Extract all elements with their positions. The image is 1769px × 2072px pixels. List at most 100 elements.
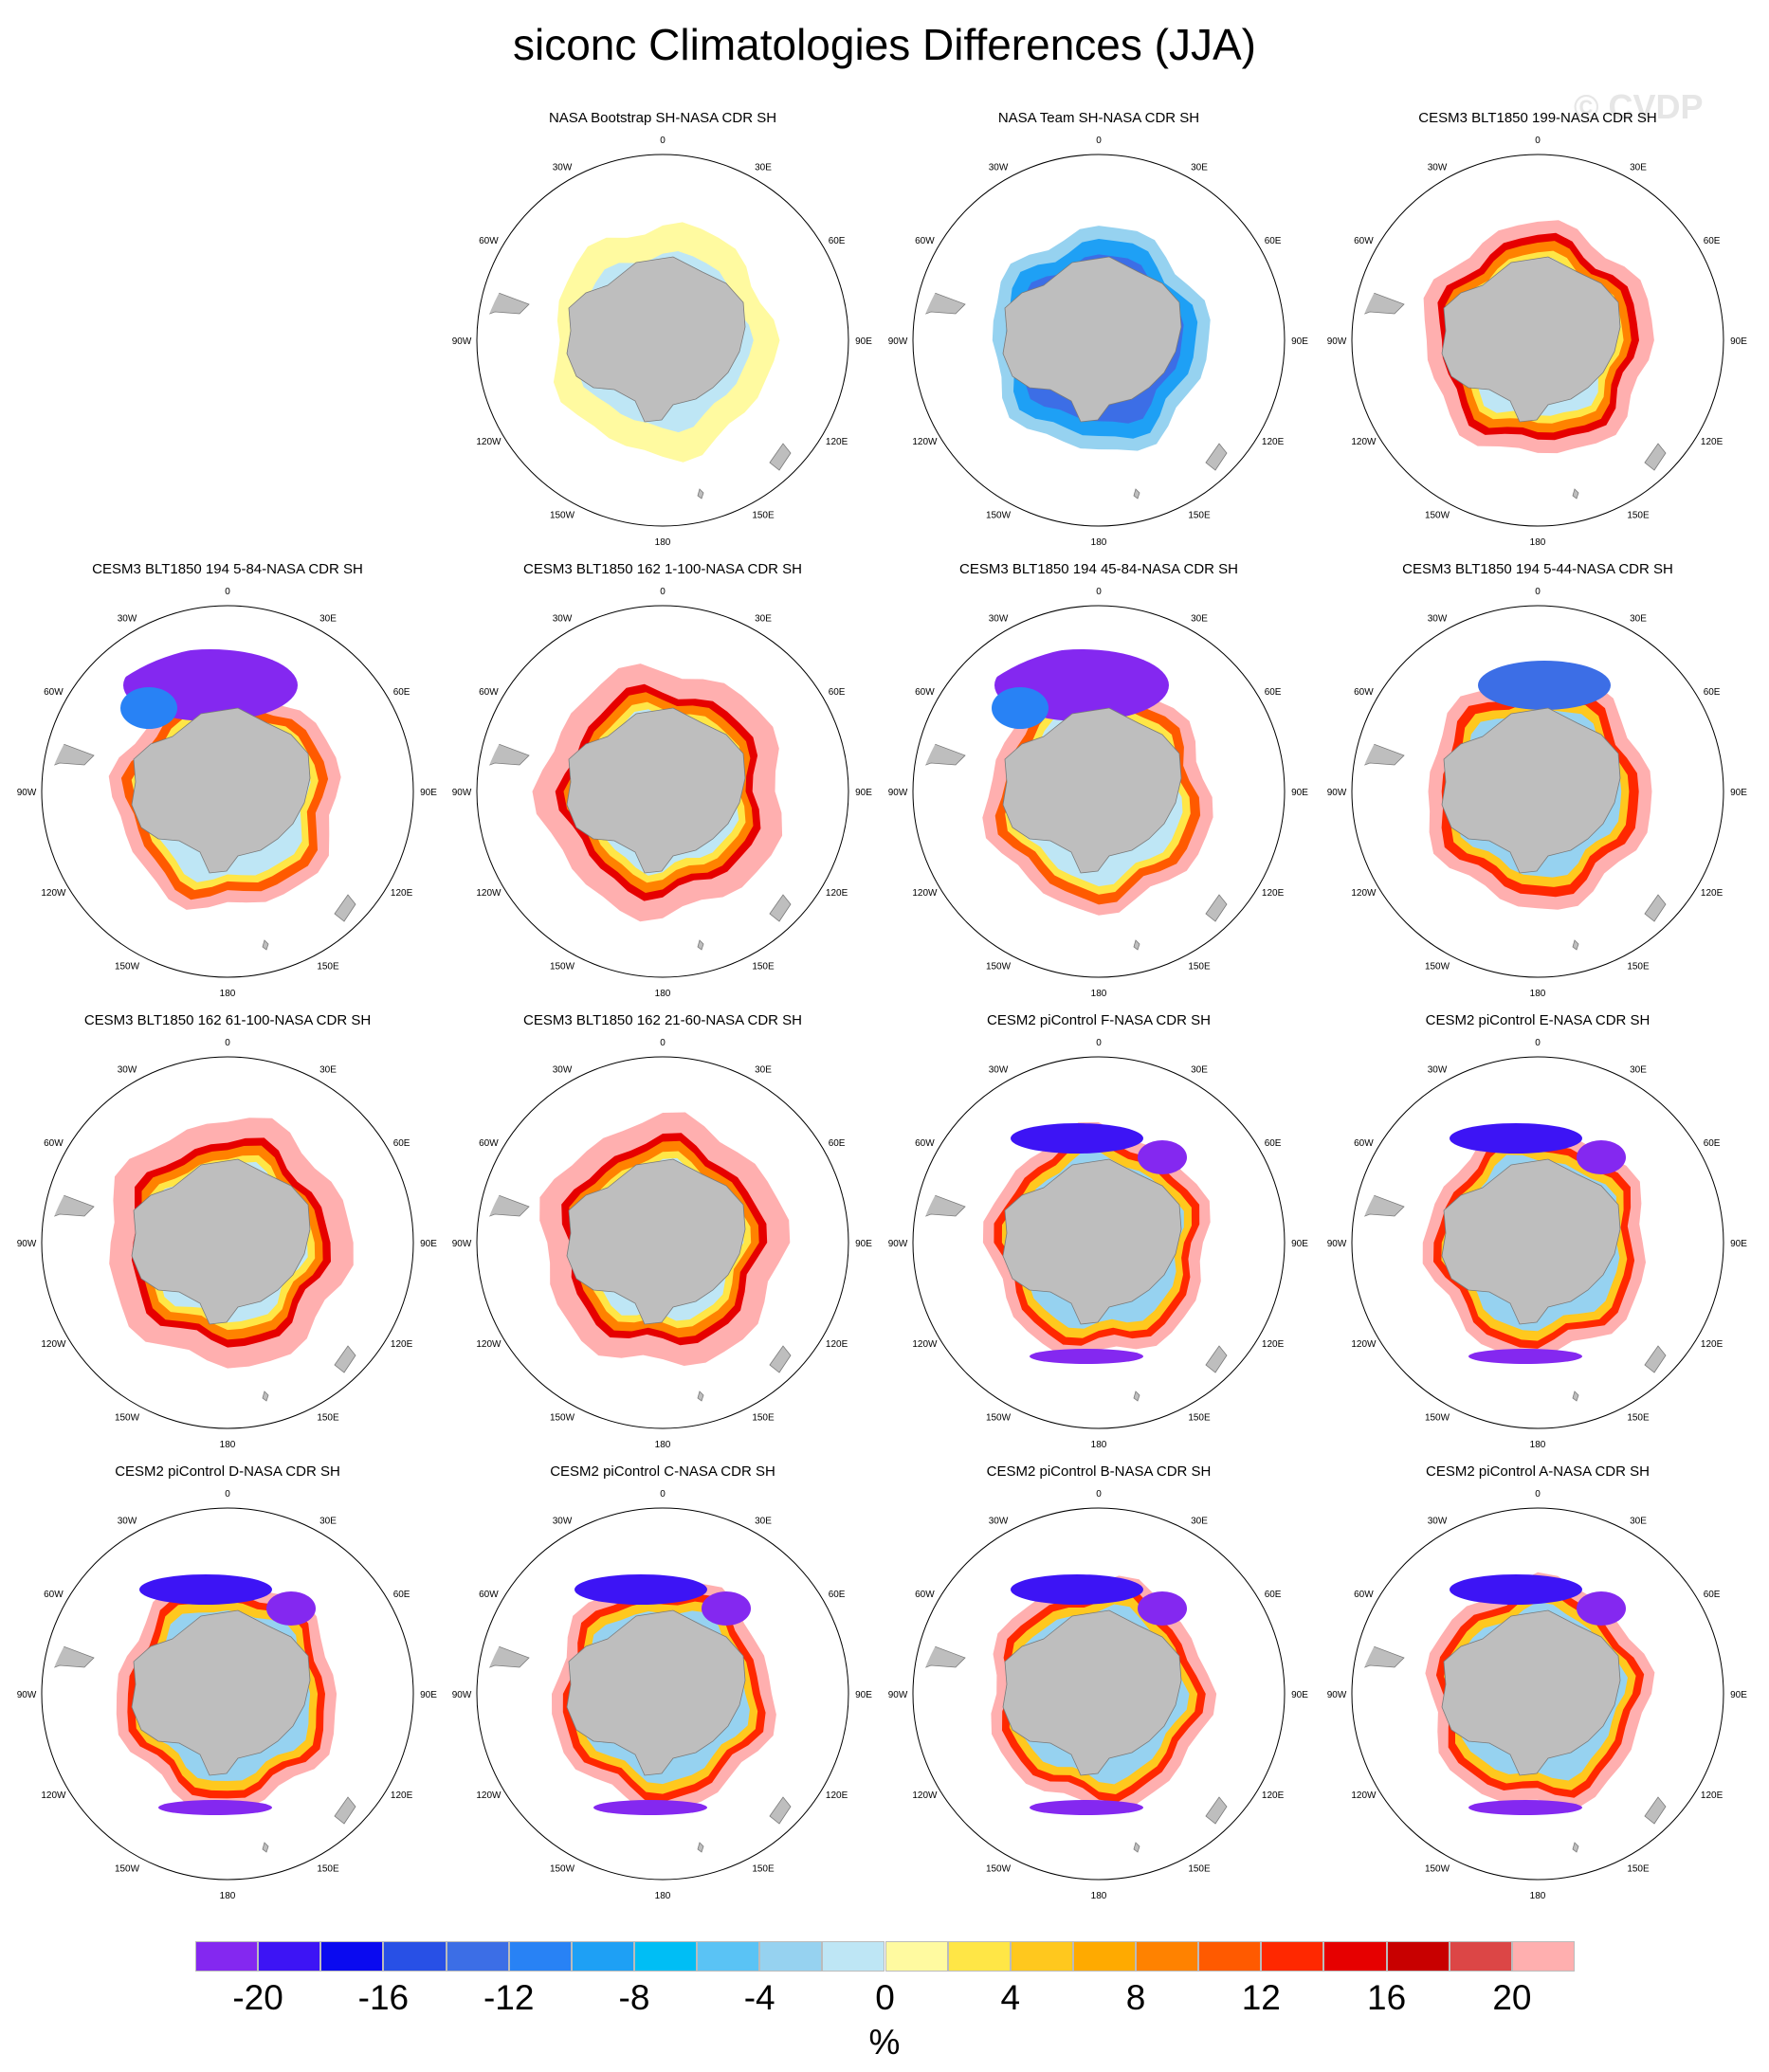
tasmania-landmass — [262, 939, 269, 951]
longitude-label: 60E — [829, 1138, 846, 1149]
map-panel: CESM3 BLT1850 162 1-100-NASA CDR SH 0 30E 6… — [442, 561, 884, 1007]
colorbar-units: % — [868, 2023, 901, 2062]
map-panel: CESM2 piControl E-NASA CDR SH 0 30E 60E 90E 1… — [1317, 1012, 1759, 1458]
longitude-label: 180 — [655, 1891, 671, 1901]
map-boundary-circle — [41, 1056, 414, 1429]
longitude-label: 0 — [1096, 1489, 1102, 1499]
longitude-label: 30E — [1191, 1064, 1208, 1075]
antarctica-landmass — [131, 1158, 311, 1325]
ice-difference-negative-patch — [266, 1591, 316, 1626]
longitude-label: 90E — [855, 1690, 872, 1700]
longitude-label: 60W — [915, 687, 935, 698]
longitude-label: 30E — [319, 613, 337, 624]
longitude-label: 120E — [1262, 437, 1285, 447]
south-america-landmass — [477, 1194, 530, 1221]
colorbar-swatch — [759, 1941, 823, 1972]
longitude-label: 90E — [1730, 1690, 1747, 1700]
longitude-label: 90E — [1291, 1239, 1308, 1249]
longitude-label: 180 — [655, 1440, 671, 1450]
longitude-label: 30E — [755, 162, 772, 173]
longitude-label: 150W — [986, 962, 1012, 972]
ice-difference-negative-patch — [1450, 1574, 1582, 1605]
longitude-label: 0 — [225, 587, 230, 597]
longitude-label: 150E — [1627, 1864, 1650, 1875]
longitude-label: 60W — [1354, 236, 1374, 246]
new-zealand-landmass — [334, 1345, 356, 1373]
panel-title: CESM3 BLT1850 162 21-60-NASA CDR SH — [522, 1012, 803, 1028]
figure-title: siconc Climatologies Differences (JJA) — [513, 20, 1256, 69]
tasmania-landmass — [1133, 1390, 1140, 1402]
south-america-landmass — [477, 743, 530, 770]
longitude-label: 30W — [553, 162, 573, 173]
south-america-landmass — [1352, 743, 1405, 770]
longitude-label: 180 — [655, 989, 671, 999]
longitude-label: 0 — [1096, 587, 1102, 597]
longitude-label: 30E — [1630, 162, 1647, 173]
longitude-label: 180 — [1091, 537, 1107, 548]
longitude-label: 90W — [452, 788, 472, 798]
longitude-label: 120E — [1701, 437, 1723, 447]
south-america-landmass — [913, 1645, 966, 1672]
longitude-label: 90W — [452, 1690, 472, 1700]
colorbar-swatch — [1010, 1941, 1073, 1972]
longitude-label: 30W — [989, 1516, 1009, 1526]
longitude-label: 30W — [989, 162, 1009, 173]
polar-map: 0 30E 60E 90E 120E 150E 180 150W 120W 90W 60W 30W — [888, 587, 1309, 999]
polar-map: 0 30E 60E 90E 120E 150E 180 150W 120W 90W 60W 30W — [452, 1489, 873, 1901]
colorbar-swatch — [1386, 1941, 1450, 1972]
longitude-label: 90E — [1291, 1690, 1308, 1700]
longitude-label: 90W — [17, 788, 37, 798]
ice-difference-negative-patch — [158, 1800, 272, 1815]
longitude-label: 180 — [1530, 989, 1546, 999]
tasmania-landmass — [1572, 488, 1579, 500]
colorbar-swatch — [258, 1941, 321, 1972]
longitude-label: 60E — [829, 1590, 846, 1600]
colorbar — [195, 1941, 1575, 1975]
longitude-label: 0 — [1096, 1038, 1102, 1048]
colorbar-swatch — [1136, 1941, 1199, 1972]
longitude-label: 60W — [44, 1138, 64, 1149]
south-america-landmass — [1352, 292, 1405, 318]
new-zealand-landmass — [1644, 1345, 1667, 1373]
polar-map: 0 30E 60E 90E 120E 150E 180 150W 120W 90W 60W 30W — [452, 1038, 873, 1450]
longitude-label: 90E — [420, 1239, 437, 1249]
longitude-label: 120E — [1262, 888, 1285, 899]
colorbar-tick-label: -4 — [743, 1978, 775, 2017]
colorbar-tick-label: 4 — [1000, 1978, 1021, 2017]
map-boundary-circle — [1351, 605, 1724, 978]
south-america-landmass — [42, 1645, 95, 1672]
longitude-label: 60E — [1704, 687, 1721, 698]
longitude-label: 120E — [1701, 888, 1723, 899]
longitude-label: 150W — [550, 1413, 575, 1424]
longitude-label: 120W — [476, 1790, 502, 1801]
tasmania-landmass — [1572, 1842, 1579, 1853]
panel-title: NASA Team SH-NASA CDR SH — [997, 110, 1200, 126]
map-boundary-circle — [476, 1056, 849, 1429]
longitude-label: 60W — [479, 687, 499, 698]
longitude-label: 90W — [1327, 1690, 1347, 1700]
ice-difference-negative-patch — [120, 687, 177, 729]
longitude-label: 60E — [1265, 1590, 1282, 1600]
longitude-label: 180 — [1530, 537, 1546, 548]
new-zealand-landmass — [1205, 894, 1228, 922]
longitude-label: 0 — [1535, 587, 1541, 597]
longitude-label: 90E — [855, 1239, 872, 1249]
new-zealand-landmass — [334, 894, 356, 922]
map-boundary-circle — [476, 605, 849, 978]
colorbar-swatch — [1072, 1941, 1137, 1972]
longitude-label: 30W — [1428, 1064, 1448, 1075]
colorbar-swatch — [697, 1941, 760, 1972]
polar-map: 0 30E 60E 90E 120E 150E 180 150W 120W 90W 60W 30W — [888, 1489, 1309, 1901]
polar-map: 0 30E 60E 90E 120E 150E 180 150W 120W 90W 60W 30W — [17, 1038, 438, 1450]
ice-difference-negative-patch — [593, 1800, 707, 1815]
panel-title: CESM2 piControl E-NASA CDR SH — [1425, 1012, 1650, 1028]
south-america-landmass — [913, 743, 966, 770]
longitude-label: 150W — [115, 1864, 140, 1875]
longitude-label: 180 — [1091, 989, 1107, 999]
new-zealand-landmass — [1205, 1796, 1228, 1825]
south-america-landmass — [42, 1194, 95, 1221]
colorbar-tick-label: -16 — [357, 1978, 410, 2017]
ice-difference-negative-patch — [1138, 1591, 1187, 1626]
longitude-label: 150E — [317, 962, 339, 972]
ice-difference-negative-patch — [1138, 1140, 1187, 1174]
